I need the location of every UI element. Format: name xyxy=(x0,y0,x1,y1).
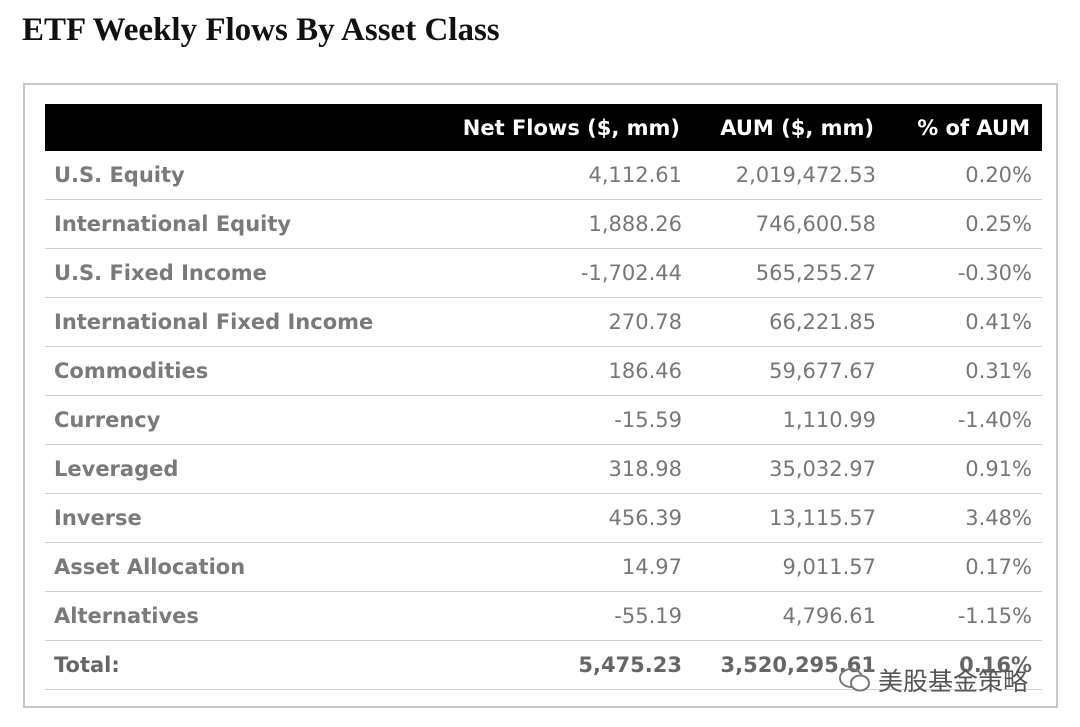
row-label: Asset Allocation xyxy=(45,542,445,592)
row-label: Total: xyxy=(45,640,445,690)
cell: 318.98 xyxy=(445,444,692,494)
watermark-text: 美股基金策略 xyxy=(878,667,1029,696)
row-label: U.S. Fixed Income xyxy=(45,248,445,298)
row-label: International Fixed Income xyxy=(45,297,445,347)
cell: 14.97 xyxy=(445,542,692,592)
watermark: 美股基金策略 xyxy=(838,662,1028,698)
cell: 1,110.99 xyxy=(692,395,886,445)
cell: 3.48% xyxy=(886,493,1042,543)
table-row: International Fixed Income 270.78 66,221.8… xyxy=(45,297,1042,347)
table-frame: Net Flows ($, mm) AUM ($, mm)% of AUM U.S… xyxy=(23,83,1058,708)
cell: -0.30% xyxy=(886,248,1042,298)
cell: -15.59 xyxy=(445,395,692,445)
total-row: Total: 5,475.23 3,520,295.61 0.16% xyxy=(45,640,1042,690)
cell: 4,796.61 xyxy=(692,591,886,641)
table-row: Asset Allocation 14.97 9,011.57 0.17% xyxy=(45,542,1042,592)
cell: 1,888.26 xyxy=(445,199,692,249)
cell: 0.41% xyxy=(886,297,1042,347)
cell: 0.17% xyxy=(886,542,1042,592)
header-cell: % of AUM xyxy=(886,104,1042,151)
cell: 2,019,472.53 xyxy=(692,151,886,200)
cell: 0.16% xyxy=(886,640,1042,690)
cell: -1.40% xyxy=(886,395,1042,445)
row-label: Leveraged xyxy=(45,444,445,494)
cell: 9,011.57 xyxy=(692,542,886,592)
row-label: U.S. Equity xyxy=(45,151,445,200)
row-label: International Equity xyxy=(45,199,445,249)
table-row: Inverse 456.39 13,115.57 3.48% xyxy=(45,493,1042,543)
header-row: Net Flows ($, mm) AUM ($, mm)% of AUM xyxy=(45,104,1042,151)
cell: 186.46 xyxy=(445,346,692,396)
table-body: U.S. Equity 4,112.61 2,019,472.53 0.20% Inte… xyxy=(45,151,1042,690)
cell: 0.31% xyxy=(886,346,1042,396)
cell: 3,520,295.61 xyxy=(692,640,886,690)
cell: 270.78 xyxy=(445,297,692,347)
cell: 565,255.27 xyxy=(692,248,886,298)
cell: 59,677.67 xyxy=(692,346,886,396)
table-row: U.S. Fixed Income -1,702.44 565,255.27 -0.3… xyxy=(45,248,1042,298)
header-cell xyxy=(45,104,445,151)
table-row: Commodities 186.46 59,677.67 0.31% xyxy=(45,346,1042,396)
header-cell: AUM ($, mm) xyxy=(692,104,886,151)
row-label: Currency xyxy=(45,395,445,445)
cell: -1.15% xyxy=(886,591,1042,641)
cell: 746,600.58 xyxy=(692,199,886,249)
cell: 66,221.85 xyxy=(692,297,886,347)
page-title: ETF Weekly Flows By Asset Class xyxy=(22,12,500,48)
cell: 0.25% xyxy=(886,199,1042,249)
cell: 5,475.23 xyxy=(445,640,692,690)
cell: 456.39 xyxy=(445,493,692,543)
cell: 4,112.61 xyxy=(445,151,692,200)
cell: 35,032.97 xyxy=(692,444,886,494)
cell: 13,115.57 xyxy=(692,493,886,543)
header-cell: Net Flows ($, mm) xyxy=(445,104,692,151)
table-row: Alternatives -55.19 4,796.61 -1.15% xyxy=(45,591,1042,641)
row-label: Alternatives xyxy=(45,591,445,641)
table-row: Currency -15.59 1,110.99 -1.40% xyxy=(45,395,1042,445)
cell: 0.91% xyxy=(886,444,1042,494)
table-row: International Equity 1,888.26 746,600.58 0.… xyxy=(45,199,1042,249)
cell: 0.20% xyxy=(886,151,1042,200)
row-label: Inverse xyxy=(45,493,445,543)
flows-table: Net Flows ($, mm) AUM ($, mm)% of AUM U.S… xyxy=(45,104,1042,690)
table-row: Leveraged 318.98 35,032.97 0.91% xyxy=(45,444,1042,494)
wechat-icon xyxy=(839,668,870,692)
cell: -55.19 xyxy=(445,591,692,641)
cell: -1,702.44 xyxy=(445,248,692,298)
row-label: Commodities xyxy=(45,346,445,396)
table-row: U.S. Equity 4,112.61 2,019,472.53 0.20% xyxy=(45,151,1042,200)
